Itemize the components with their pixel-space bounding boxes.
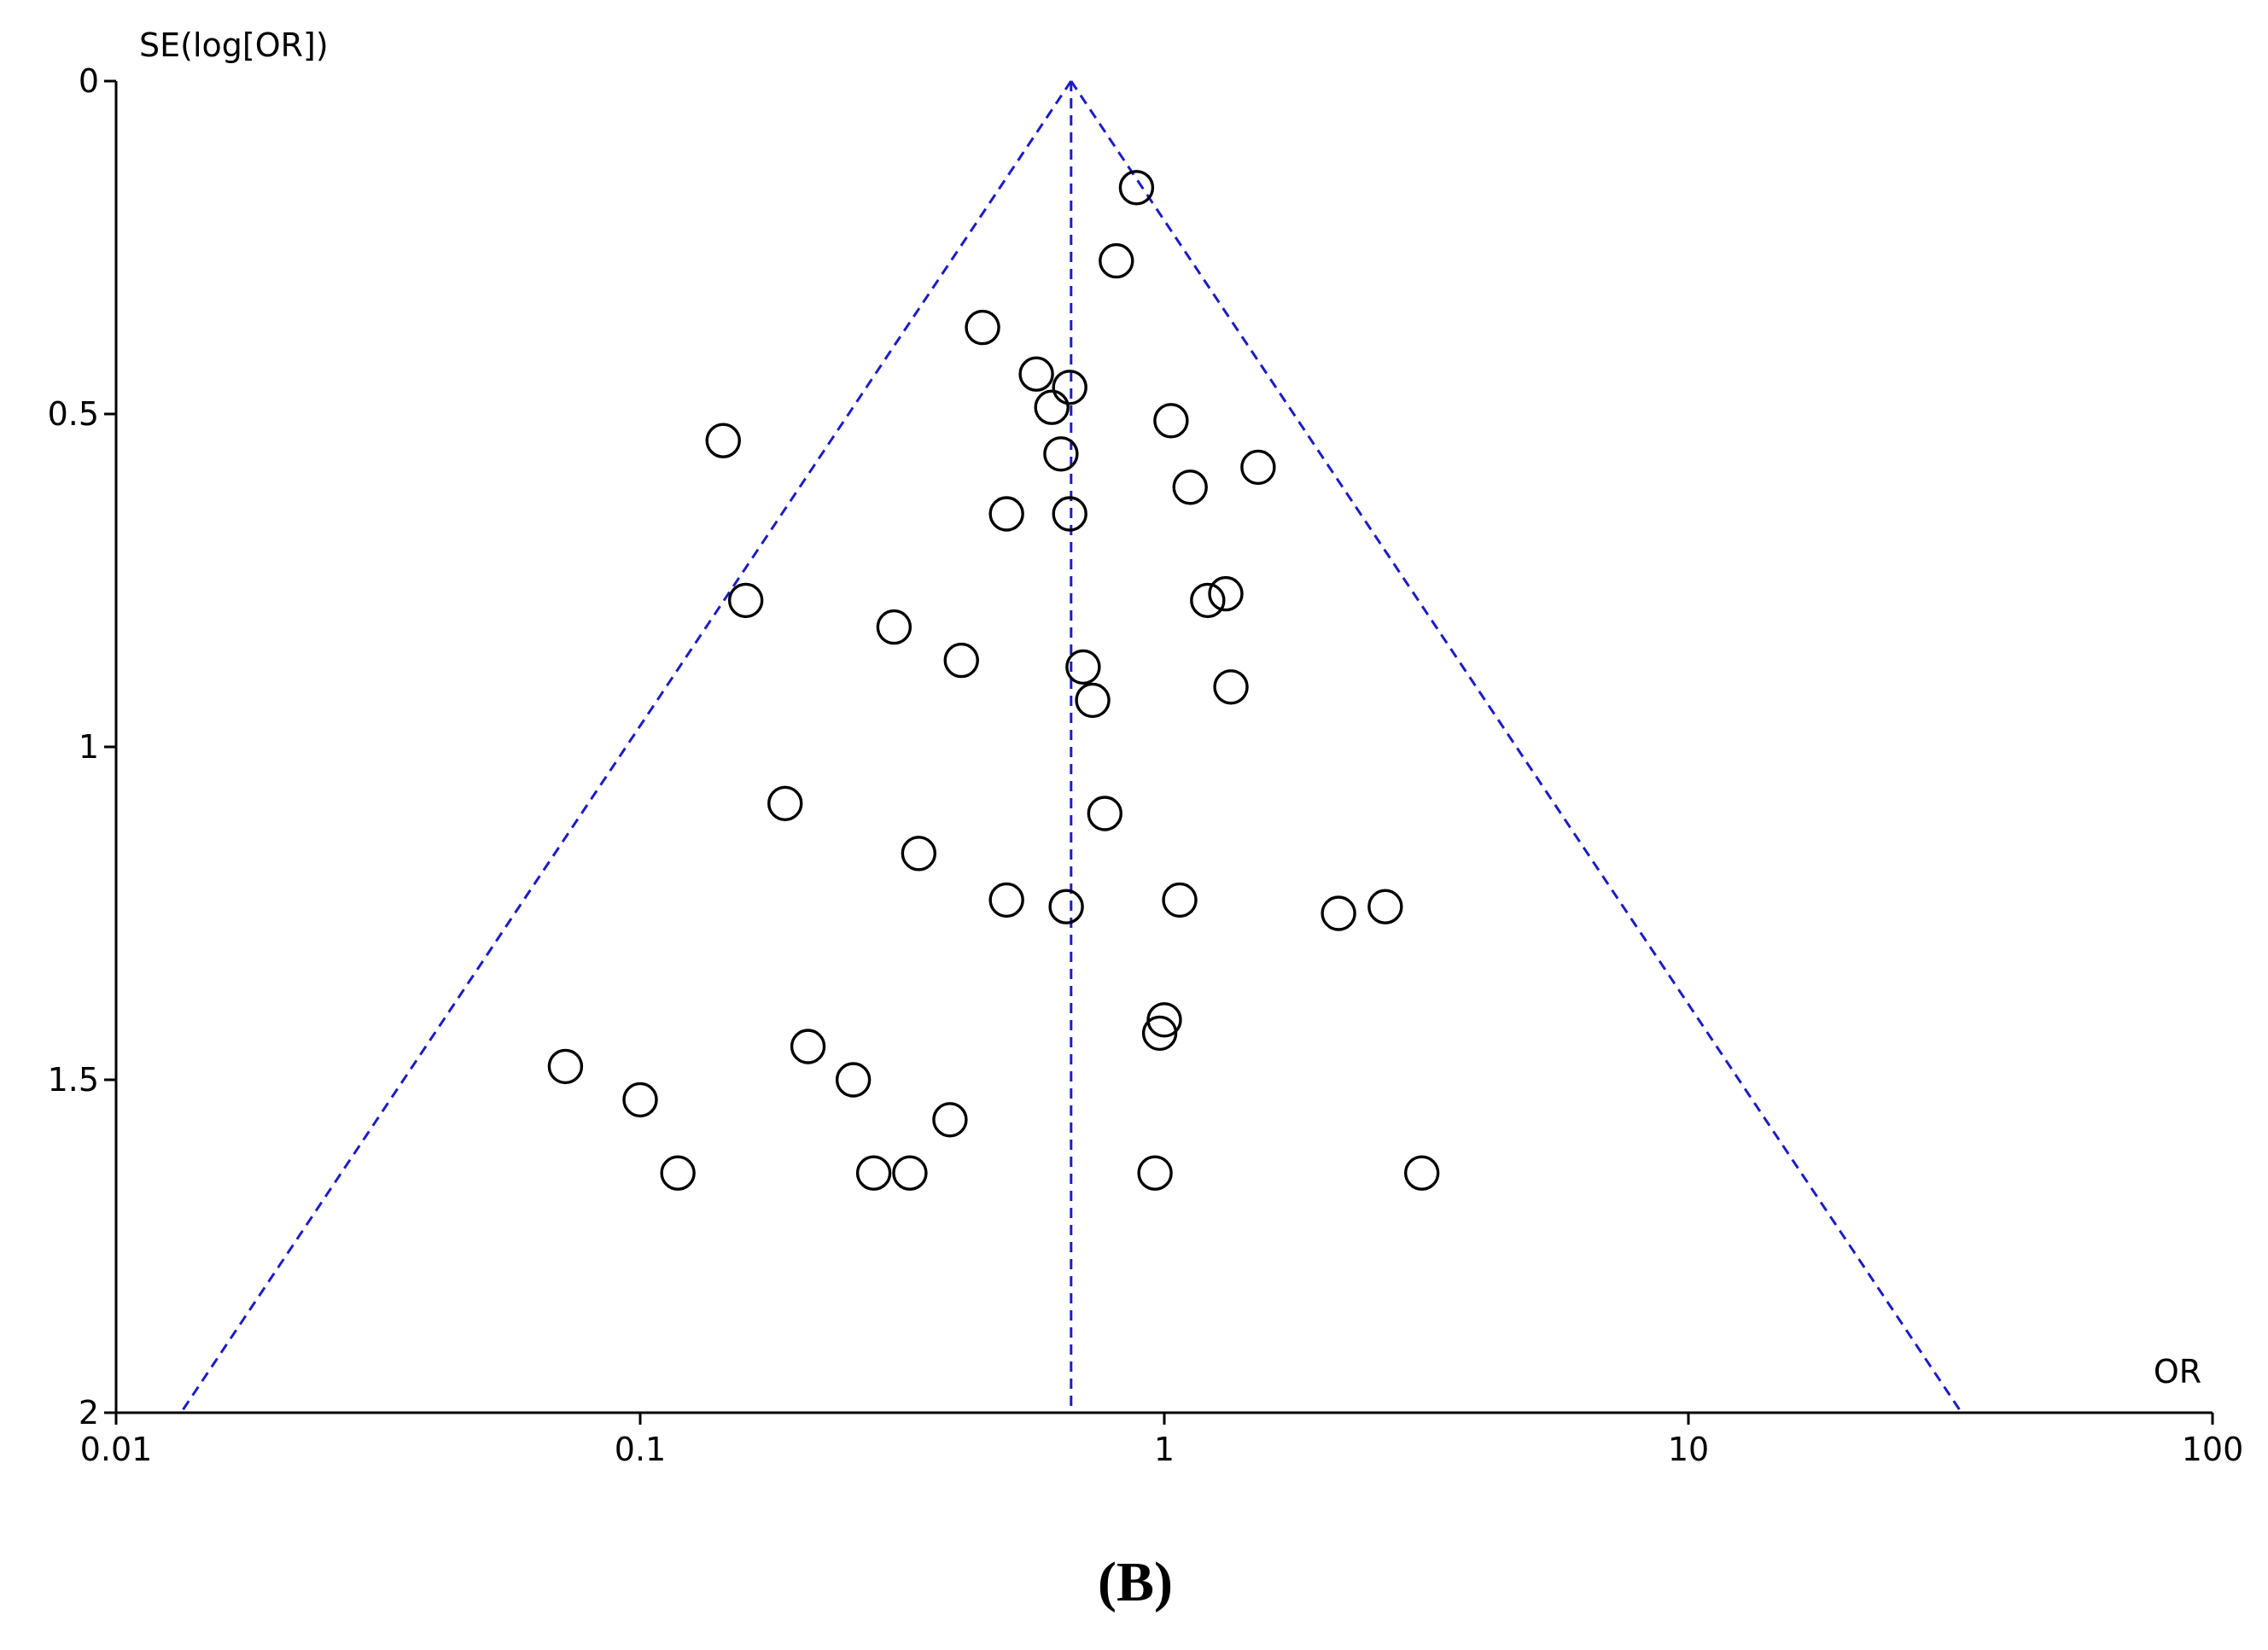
study-point — [1052, 496, 1087, 532]
study-point — [1018, 356, 1054, 392]
y-tick-label: 0 — [79, 62, 99, 100]
y-axis-label: SE(log[OR]) — [139, 26, 329, 64]
study-point — [1052, 370, 1087, 405]
study-point — [1403, 1155, 1440, 1191]
study-point — [1367, 889, 1403, 924]
study-point — [835, 1062, 872, 1098]
study-point — [1043, 436, 1079, 472]
study-point — [855, 1155, 892, 1191]
x-tick-label: 1 — [1154, 1431, 1175, 1468]
study-point — [622, 1082, 658, 1118]
y-tick-label: 1.5 — [48, 1061, 99, 1099]
study-point — [660, 1155, 696, 1191]
x-tick-label: 0.1 — [615, 1431, 666, 1468]
study-point — [1208, 575, 1244, 612]
y-tick-label: 2 — [79, 1394, 99, 1431]
study-point — [1141, 1015, 1178, 1052]
study-point — [943, 642, 979, 679]
study-point — [1137, 1155, 1173, 1191]
x-tick-label: 0.01 — [80, 1431, 153, 1468]
study-point — [1162, 882, 1198, 918]
funnel-line — [1070, 80, 1963, 1414]
study-point — [1075, 682, 1111, 719]
x-tick-label: 100 — [2182, 1431, 2244, 1468]
study-point — [1099, 242, 1134, 279]
x-axis-label: OR — [2154, 1353, 2201, 1391]
funnel-line — [179, 80, 1073, 1414]
study-point — [767, 785, 803, 821]
study-point — [1065, 649, 1101, 685]
study-point — [790, 1029, 826, 1064]
study-point — [932, 1102, 968, 1138]
study-point — [1153, 403, 1189, 439]
y-tick-label: 0.5 — [48, 395, 99, 433]
study-point — [1240, 449, 1276, 486]
study-point — [988, 882, 1024, 918]
study-point — [1146, 1002, 1182, 1038]
study-point — [988, 496, 1024, 532]
study-point — [965, 309, 1000, 346]
y-tick-label: 1 — [79, 728, 99, 766]
x-tick-label: 10 — [1668, 1431, 1709, 1468]
study-point — [892, 1155, 928, 1191]
study-point — [1034, 389, 1070, 425]
study-point — [876, 609, 912, 645]
caption: (B) — [1098, 1551, 1173, 1613]
study-point — [1048, 889, 1084, 924]
study-point — [1118, 170, 1155, 206]
study-point — [1087, 796, 1123, 831]
study-point — [1213, 669, 1249, 705]
study-point — [727, 582, 764, 619]
study-point — [1190, 582, 1226, 619]
study-point — [1321, 895, 1356, 931]
study-point — [547, 1048, 584, 1085]
study-point — [705, 423, 741, 458]
study-point — [901, 836, 937, 872]
study-point — [1172, 469, 1208, 505]
